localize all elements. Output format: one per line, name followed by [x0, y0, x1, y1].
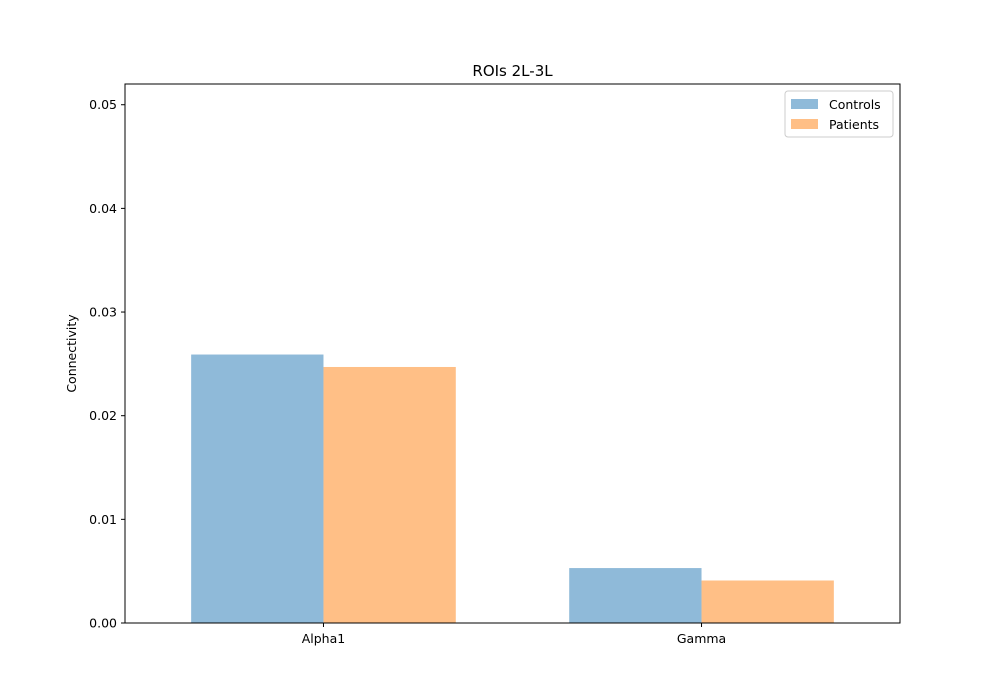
- bar-patients-gamma: [701, 580, 834, 623]
- legend-swatch-controls: [791, 99, 818, 109]
- bar-patients-alpha1: [323, 366, 456, 623]
- bar-controls-alpha1: [191, 354, 324, 623]
- bars-group: [191, 354, 834, 623]
- x-tick-label: Gamma: [677, 631, 726, 646]
- legend-label-controls: Controls: [829, 97, 881, 112]
- legend-swatch-patients: [791, 119, 818, 129]
- y-tick-label: 0.05: [89, 97, 117, 112]
- chart-title: ROIs 2L-3L: [472, 62, 553, 80]
- y-axis: 0.00 0.01 0.02 0.03 0.04 0.05: [89, 97, 125, 631]
- x-tick-label: Alpha1: [302, 631, 346, 646]
- y-tick-label: 0.00: [89, 616, 117, 631]
- y-axis-label: Connectivity: [64, 314, 79, 393]
- y-tick-label: 0.03: [89, 305, 117, 320]
- x-axis: Alpha1 Gamma: [302, 623, 726, 646]
- y-tick-label: 0.01: [89, 512, 117, 527]
- legend-label-patients: Patients: [829, 117, 879, 132]
- y-tick-label: 0.04: [89, 201, 117, 216]
- legend: Controls Patients: [784, 90, 894, 138]
- y-tick-label: 0.02: [89, 408, 117, 423]
- bar-controls-gamma: [569, 568, 702, 623]
- plot-frame: [124, 83, 901, 624]
